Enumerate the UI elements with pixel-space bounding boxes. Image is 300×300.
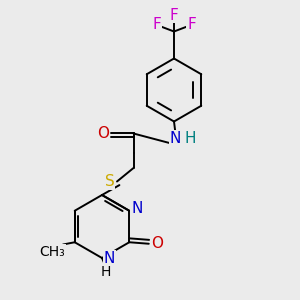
Text: F: F xyxy=(169,8,178,22)
Text: H: H xyxy=(184,130,196,146)
Text: O: O xyxy=(98,126,110,141)
Text: H: H xyxy=(100,266,111,279)
Text: O: O xyxy=(151,236,163,251)
Text: S: S xyxy=(105,174,114,189)
Text: CH₃: CH₃ xyxy=(40,245,65,259)
Text: F: F xyxy=(187,17,196,32)
Text: F: F xyxy=(152,17,161,32)
Text: N: N xyxy=(170,130,181,146)
Text: N: N xyxy=(104,251,115,266)
Text: N: N xyxy=(131,201,142,216)
